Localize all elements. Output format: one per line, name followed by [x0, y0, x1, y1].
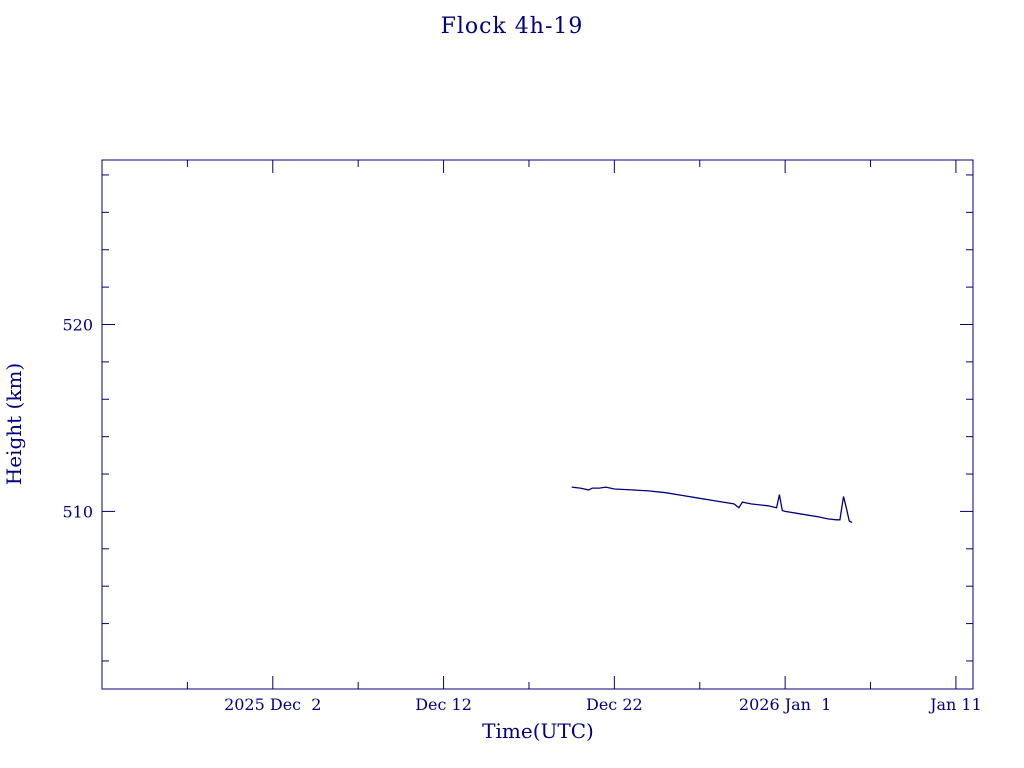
chart-title: Flock 4h-19: [440, 14, 584, 39]
x-tick-label: 2026 Jan 1: [739, 695, 831, 714]
series-line: [571, 486, 853, 524]
y-tick-label: 510: [62, 502, 93, 521]
x-axis-label: Time(UTC): [482, 719, 594, 743]
x-tick-label: 2025 Dec 2: [224, 695, 321, 714]
x-tick-label: Dec 22: [586, 695, 643, 714]
axis-ticks: [101, 160, 973, 689]
x-tick-label: Jan 11: [928, 695, 982, 714]
plot-frame: [101, 159, 974, 690]
y-axis-label: Height (km): [2, 363, 26, 485]
x-tick-label: Dec 12: [415, 695, 472, 714]
y-tick-label: 520: [62, 315, 93, 334]
tick-labels: 2025 Dec 2 Dec 12 Dec 22 2026 Jan 1 Jan 11 51…: [62, 315, 981, 714]
